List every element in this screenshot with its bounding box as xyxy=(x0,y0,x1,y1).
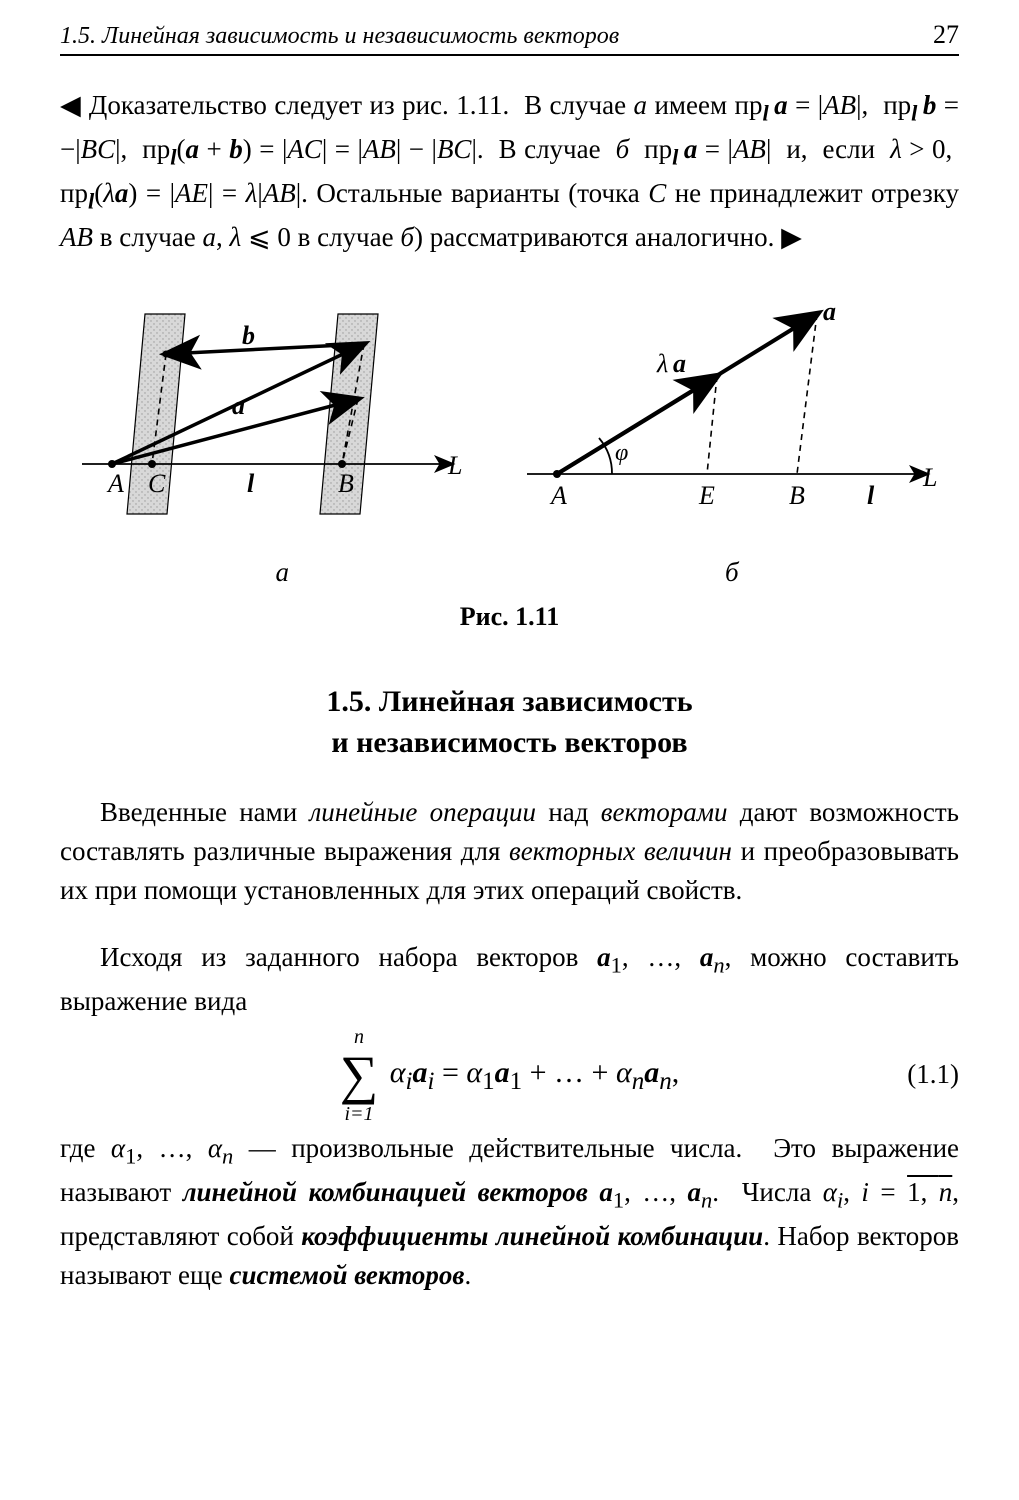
figure-caption: Рис. 1.11 xyxy=(60,602,959,632)
proof-paragraph: ◀ Доказательство следует из рис. 1.11. В… xyxy=(60,86,959,257)
svg-text:l: l xyxy=(247,469,255,498)
svg-text:a: a xyxy=(673,349,686,378)
svg-text:l: l xyxy=(867,481,875,510)
diagram-a: AC B Ll a b а xyxy=(72,284,492,588)
intro-paragraph-2: Исходя из заданного набора векторов a1, … xyxy=(60,938,959,1021)
summation-symbol: n ∑ i=1 xyxy=(340,1048,379,1102)
sum-lower-limit: i=1 xyxy=(340,1103,379,1126)
figure-1-11: ACBLlab а AEBlLaλaφ б Рис. 1.11 xyxy=(60,284,959,632)
svg-text:B: B xyxy=(789,481,805,510)
running-head: 1.5. Линейная зависимость и независимост… xyxy=(60,20,959,56)
svg-text:C: C xyxy=(148,469,166,498)
running-title: 1.5. Линейная зависимость и независимост… xyxy=(60,23,619,50)
diagram-a-svg: AC B Ll a b xyxy=(72,284,492,544)
diagram-b: AEBlLaλaφ б xyxy=(517,284,947,588)
svg-text:λ: λ xyxy=(656,349,668,378)
svg-text:L: L xyxy=(447,451,462,480)
svg-text:B: B xyxy=(338,469,354,498)
svg-text:φ: φ xyxy=(615,440,628,466)
svg-text:A: A xyxy=(106,469,124,498)
intro-paragraph-1: Введенные нами линейные операции над век… xyxy=(60,793,959,910)
svg-text:a: a xyxy=(823,297,836,326)
section-title-line2: и независимость векторов xyxy=(331,726,687,759)
diagram-b-svg: AEBlLaλaφ xyxy=(517,284,947,544)
definition-paragraph: где α1, …, αn — произвольные действитель… xyxy=(60,1129,959,1295)
svg-text:E: E xyxy=(698,481,715,510)
svg-text:b: b xyxy=(242,321,255,350)
sum-upper-limit: n xyxy=(340,1026,379,1049)
equation-body: αiai = α1a1 + … + αnan, xyxy=(390,1056,679,1089)
sublabel-b: б xyxy=(517,557,947,588)
svg-text:A: A xyxy=(549,481,567,510)
equation-1-1: n ∑ i=1 αiai = α1a1 + … + αnan, (1.1) xyxy=(60,1048,959,1102)
svg-text:L: L xyxy=(922,463,937,492)
svg-text:a: a xyxy=(232,391,245,420)
section-title-line1: 1.5. Линейная зависимость xyxy=(326,685,692,718)
sublabel-a: а xyxy=(72,557,492,588)
page-number: 27 xyxy=(933,20,959,50)
section-title: 1.5. Линейная зависимость и независимост… xyxy=(60,682,959,763)
equation-number: (1.1) xyxy=(879,1059,959,1090)
